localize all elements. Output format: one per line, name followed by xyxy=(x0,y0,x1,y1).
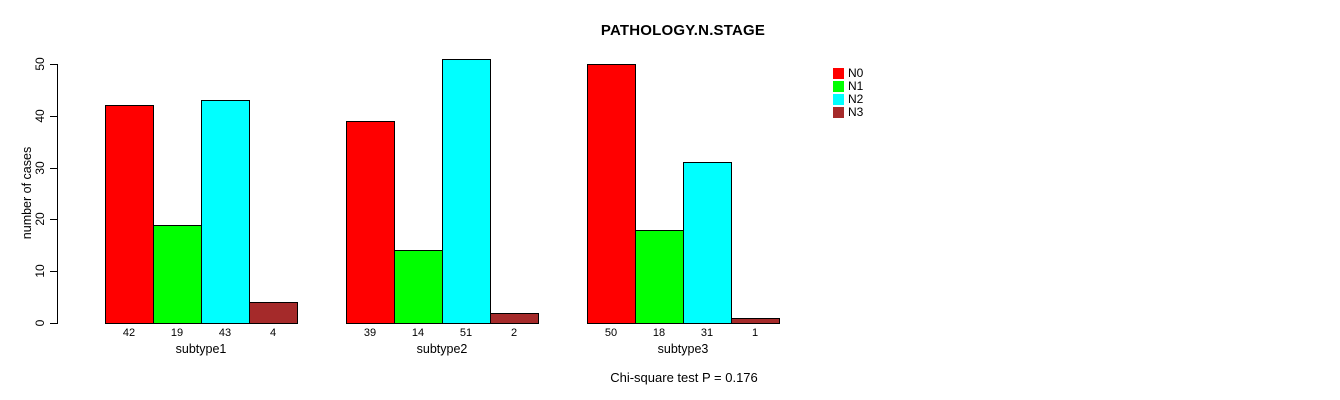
legend-label: N3 xyxy=(848,105,864,119)
bar-n3-subtype2 xyxy=(490,313,539,324)
y-axis-tick xyxy=(50,64,57,65)
bar-n0-subtype1 xyxy=(105,105,154,324)
y-axis-tick xyxy=(50,271,57,272)
legend-swatch-n2 xyxy=(833,93,844,105)
chart-title: PATHOLOGY.N.STAGE xyxy=(600,22,766,39)
chi-square-annotation: Chi-square test P = 0.176 xyxy=(610,370,758,385)
bar-n0-subtype3 xyxy=(587,64,636,324)
bar-value-label: 1 xyxy=(751,327,759,339)
y-axis-tick xyxy=(50,168,57,169)
y-axis-tick xyxy=(50,116,57,117)
category-label-subtype2: subtype2 xyxy=(416,342,468,356)
bar-value-label: 43 xyxy=(218,327,232,339)
legend-label: N2 xyxy=(848,92,864,106)
bar-n0-subtype2 xyxy=(346,121,395,324)
bar-n2-subtype2 xyxy=(442,59,491,324)
bar-value-label: 51 xyxy=(459,327,473,339)
bar-n2-subtype3 xyxy=(683,162,732,324)
bar-value-label: 42 xyxy=(122,327,136,339)
legend-label: N1 xyxy=(848,79,864,93)
legend-swatch-n1 xyxy=(833,80,844,92)
y-axis-tick xyxy=(50,219,57,220)
category-label-subtype3: subtype3 xyxy=(657,342,709,356)
y-axis-tick xyxy=(50,323,57,324)
bar-value-label: 19 xyxy=(170,327,184,339)
bar-n1-subtype2 xyxy=(394,250,443,324)
bar-value-label: 14 xyxy=(411,327,425,339)
y-axis-tick-label: 40 xyxy=(33,109,47,123)
bar-value-label: 2 xyxy=(510,327,518,339)
legend-label: N0 xyxy=(848,66,864,80)
legend-swatch-n3 xyxy=(833,106,844,118)
y-axis-tick-label: 20 xyxy=(33,212,47,226)
bar-n2-subtype1 xyxy=(201,100,250,324)
legend-entry-n3: N3 xyxy=(833,106,863,118)
bar-value-label: 39 xyxy=(363,327,377,339)
category-label-subtype1: subtype1 xyxy=(175,342,227,356)
bar-n1-subtype1 xyxy=(153,225,202,324)
y-axis-tick-label: 30 xyxy=(33,161,47,175)
bar-n1-subtype3 xyxy=(635,230,684,324)
y-axis-tick-label: 50 xyxy=(33,57,47,71)
bar-n3-subtype1 xyxy=(249,302,298,324)
bar-value-label: 4 xyxy=(269,327,277,339)
legend-swatch-n0 xyxy=(833,67,844,79)
bar-value-label: 18 xyxy=(652,327,666,339)
bar-value-label: 31 xyxy=(700,327,714,339)
legend-entry-n2: N2 xyxy=(833,93,863,105)
bar-value-label: 50 xyxy=(604,327,618,339)
bar-n3-subtype3 xyxy=(731,318,780,324)
legend-entry-n1: N1 xyxy=(833,80,863,92)
y-axis-tick-label: 10 xyxy=(33,264,47,278)
legend-entry-n0: N0 xyxy=(833,67,863,79)
y-axis-line xyxy=(57,64,58,324)
y-axis-tick-label: 0 xyxy=(33,319,47,327)
